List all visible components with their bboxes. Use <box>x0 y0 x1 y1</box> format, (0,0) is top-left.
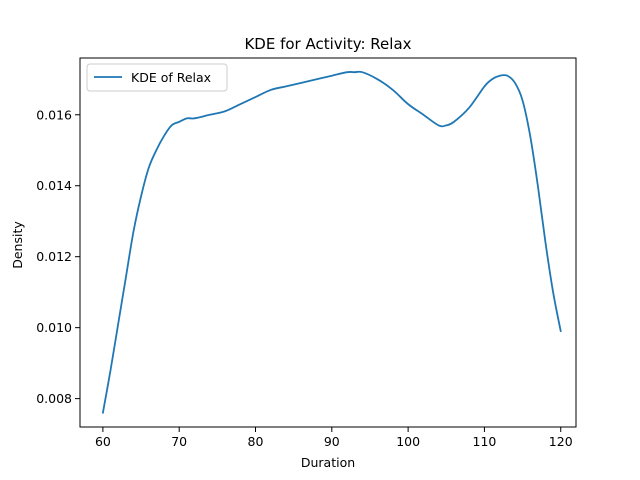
x-tick-label: 120 <box>549 434 573 449</box>
y-tick-label: 0.008 <box>36 391 72 406</box>
x-tick-label: 100 <box>396 434 420 449</box>
y-tick-label: 0.016 <box>36 107 72 122</box>
series-line-kde-of-relax <box>101 70 562 414</box>
x-tick-label: 60 <box>95 434 111 449</box>
plot-area <box>79 57 577 428</box>
y-tick-label: 0.012 <box>36 249 72 264</box>
y-tick-label: 0.014 <box>36 178 72 193</box>
x-tick-label: 110 <box>473 434 497 449</box>
x-tick-label: 90 <box>324 434 340 449</box>
plot-frame <box>79 57 577 428</box>
legend-box <box>86 63 228 92</box>
x-axis-label: Duration <box>301 455 355 470</box>
y-tick-label: 0.010 <box>36 320 72 335</box>
x-axis: 60 70 80 90 100 110 120 <box>95 427 573 449</box>
y-axis-label: Density <box>10 221 25 269</box>
x-tick-label: 70 <box>171 434 187 449</box>
legend: KDE of Relax <box>86 63 228 92</box>
y-axis: 0.008 0.010 0.012 0.014 0.016 <box>36 107 80 406</box>
chart-title: KDE for Activity: Relax <box>244 35 411 53</box>
legend-label-kde-of-relax: KDE of Relax <box>131 70 211 85</box>
x-tick-label: 80 <box>248 434 264 449</box>
